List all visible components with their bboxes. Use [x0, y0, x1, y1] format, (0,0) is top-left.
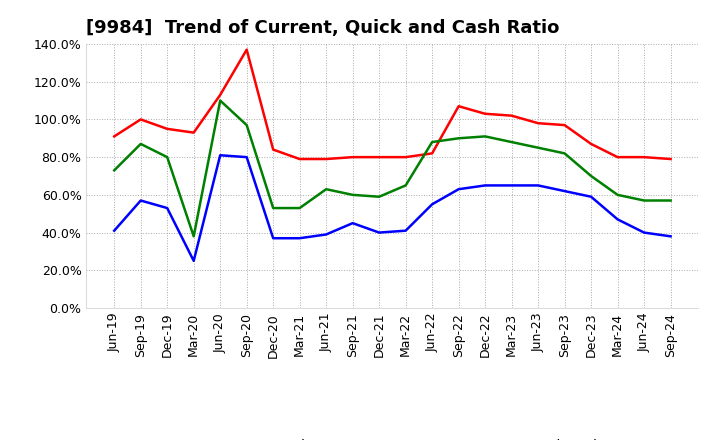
- Current Ratio: [481, 111, 490, 117]
- Cash Ratio: [666, 234, 675, 239]
- Text: [9984]  Trend of Current, Quick and Cash Ratio: [9984] Trend of Current, Quick and Cash …: [86, 19, 559, 37]
- Line: Current Ratio: Current Ratio: [114, 50, 670, 159]
- Cash Ratio: [587, 194, 595, 199]
- Current Ratio: [295, 156, 304, 161]
- Current Ratio: [508, 113, 516, 118]
- Quick Ratio: [587, 173, 595, 179]
- Current Ratio: [348, 154, 357, 160]
- Cash Ratio: [613, 217, 622, 222]
- Quick Ratio: [454, 136, 463, 141]
- Quick Ratio: [640, 198, 649, 203]
- Cash Ratio: [534, 183, 542, 188]
- Current Ratio: [613, 154, 622, 160]
- Legend: Current Ratio, Quick Ratio, Cash Ratio: Current Ratio, Quick Ratio, Cash Ratio: [174, 434, 611, 440]
- Current Ratio: [587, 141, 595, 147]
- Quick Ratio: [534, 145, 542, 150]
- Quick Ratio: [401, 183, 410, 188]
- Quick Ratio: [269, 205, 277, 211]
- Quick Ratio: [348, 192, 357, 198]
- Cash Ratio: [322, 232, 330, 237]
- Current Ratio: [110, 134, 119, 139]
- Cash Ratio: [189, 258, 198, 264]
- Quick Ratio: [216, 98, 225, 103]
- Line: Cash Ratio: Cash Ratio: [114, 155, 670, 261]
- Cash Ratio: [110, 228, 119, 233]
- Cash Ratio: [481, 183, 490, 188]
- Cash Ratio: [640, 230, 649, 235]
- Cash Ratio: [295, 235, 304, 241]
- Current Ratio: [560, 122, 569, 128]
- Current Ratio: [666, 156, 675, 161]
- Current Ratio: [163, 126, 171, 132]
- Current Ratio: [216, 92, 225, 98]
- Quick Ratio: [189, 234, 198, 239]
- Current Ratio: [640, 154, 649, 160]
- Quick Ratio: [295, 205, 304, 211]
- Cash Ratio: [401, 228, 410, 233]
- Cash Ratio: [375, 230, 384, 235]
- Quick Ratio: [666, 198, 675, 203]
- Current Ratio: [136, 117, 145, 122]
- Cash Ratio: [216, 153, 225, 158]
- Quick Ratio: [613, 192, 622, 198]
- Cash Ratio: [428, 202, 436, 207]
- Current Ratio: [401, 154, 410, 160]
- Cash Ratio: [163, 205, 171, 211]
- Quick Ratio: [428, 139, 436, 145]
- Current Ratio: [189, 130, 198, 135]
- Cash Ratio: [508, 183, 516, 188]
- Current Ratio: [534, 121, 542, 126]
- Quick Ratio: [110, 168, 119, 173]
- Cash Ratio: [348, 220, 357, 226]
- Quick Ratio: [375, 194, 384, 199]
- Cash Ratio: [243, 154, 251, 160]
- Quick Ratio: [560, 151, 569, 156]
- Quick Ratio: [136, 141, 145, 147]
- Quick Ratio: [243, 122, 251, 128]
- Current Ratio: [375, 154, 384, 160]
- Cash Ratio: [560, 188, 569, 194]
- Current Ratio: [322, 156, 330, 161]
- Cash Ratio: [269, 235, 277, 241]
- Current Ratio: [428, 151, 436, 156]
- Current Ratio: [243, 47, 251, 52]
- Line: Quick Ratio: Quick Ratio: [114, 101, 670, 236]
- Quick Ratio: [508, 139, 516, 145]
- Cash Ratio: [136, 198, 145, 203]
- Current Ratio: [269, 147, 277, 152]
- Quick Ratio: [163, 154, 171, 160]
- Cash Ratio: [454, 187, 463, 192]
- Quick Ratio: [322, 187, 330, 192]
- Current Ratio: [454, 103, 463, 109]
- Quick Ratio: [481, 134, 490, 139]
